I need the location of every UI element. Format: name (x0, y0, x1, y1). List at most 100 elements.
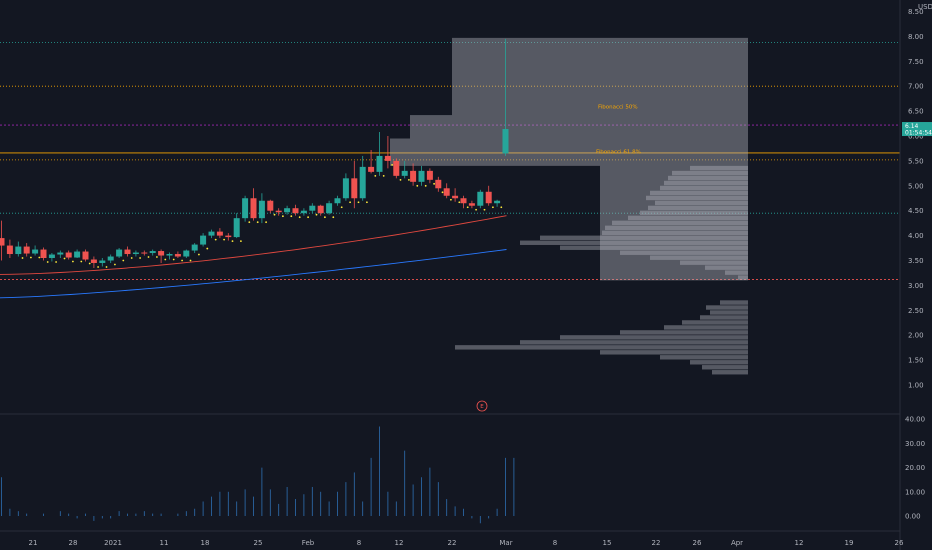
candle-body (502, 129, 509, 154)
profile-bar (710, 310, 748, 315)
price-tick-label: 3.50 (908, 257, 924, 265)
signal-dot (30, 256, 32, 259)
candle-body (468, 203, 475, 206)
volume-bars (1, 426, 515, 524)
signal-dot (139, 257, 142, 259)
signal-dot (122, 259, 125, 262)
signal-dot (382, 174, 385, 177)
candle-body (443, 188, 450, 196)
signal-dot (38, 256, 41, 259)
profile-bar (390, 138, 410, 166)
signal-dot (105, 266, 108, 268)
earnings-event-icon (476, 400, 488, 412)
candle-body (410, 170, 417, 182)
price-tick-label: 7.00 (908, 83, 924, 91)
candle-body (376, 155, 383, 172)
candle-body (317, 205, 324, 214)
signal-dot (416, 184, 419, 187)
profile-bar (600, 350, 748, 355)
candle-body (258, 200, 265, 219)
signal-dot (172, 258, 175, 261)
candle-body (351, 178, 358, 199)
price-tick-label: 2.00 (908, 332, 924, 340)
candle-body (99, 260, 106, 263)
profile-bar (738, 275, 748, 280)
profile-bar (620, 330, 748, 335)
profile-bar (725, 270, 748, 275)
candle-body (191, 244, 198, 251)
signal-dot (189, 259, 192, 262)
fibonacci-levels (0, 41, 900, 280)
signal-dot (88, 262, 91, 265)
price-tick-label: 4.00 (908, 232, 924, 240)
signal-dot (80, 260, 83, 263)
profile-bar (410, 115, 452, 166)
signal-dot (114, 263, 116, 266)
time-tick-label: Feb (302, 539, 315, 547)
last-price-badge (902, 122, 932, 137)
time-tick-label: 25 (254, 539, 263, 547)
price-tick-label: 8.50 (908, 8, 924, 16)
candle-body (485, 191, 492, 204)
time-tick-label: 2021 (104, 539, 122, 547)
profile-bar (620, 250, 748, 255)
candle-body (40, 249, 47, 259)
candle-body (267, 200, 274, 211)
profile-bar (690, 360, 748, 365)
candle-body (342, 178, 349, 199)
volume-tick-label: 20.00 (905, 464, 925, 472)
signal-dot (181, 259, 184, 262)
candle-body (426, 170, 433, 180)
time-tick-label: 11 (160, 539, 169, 547)
profile-bar (720, 300, 748, 305)
candle-body (292, 208, 299, 214)
price-tick-label: 4.50 (908, 207, 924, 215)
profile-bar (560, 335, 748, 340)
signal-dot (265, 221, 267, 224)
candle-body (452, 195, 459, 199)
candle-body (149, 251, 156, 254)
candle-body (6, 245, 13, 255)
signal-dot (391, 164, 393, 166)
signal-dot (46, 261, 49, 263)
price-tick-label: 6.50 (908, 108, 924, 116)
candle-body (250, 198, 257, 219)
profile-bar (628, 215, 748, 221)
candle-body (141, 252, 148, 254)
signal-dot (332, 216, 335, 219)
profile-bar (646, 195, 748, 201)
candle-body (326, 203, 333, 214)
signal-dot (256, 221, 259, 224)
signal-dot (475, 208, 477, 211)
signal-dot (450, 198, 452, 201)
candle-body (284, 208, 291, 213)
profile-bar (664, 180, 748, 186)
profile-bar (540, 235, 748, 240)
volume-tick-label: 10.00 (905, 488, 925, 496)
signal-dot (97, 266, 99, 268)
signal-dot (290, 215, 293, 218)
candle-body (107, 256, 114, 261)
candle-body (300, 210, 307, 214)
time-tick-label: 12 (395, 539, 404, 547)
time-tick-label: 22 (448, 539, 457, 547)
volume-tick-label: 0.00 (905, 513, 921, 521)
event-marker-label: E (480, 404, 484, 410)
candle-body (359, 166, 366, 199)
signal-dot (55, 261, 57, 263)
candle-body (208, 231, 215, 236)
candle-body (124, 249, 131, 255)
time-tick-label: 8 (357, 539, 361, 547)
profile-bar (712, 370, 748, 375)
signal-dot (483, 208, 486, 211)
candle-body (460, 198, 467, 204)
profile-bar (640, 210, 748, 216)
signal-dot (340, 206, 343, 209)
candle-body (384, 155, 391, 161)
profile-bar (664, 325, 748, 330)
signal-dot (408, 178, 410, 181)
